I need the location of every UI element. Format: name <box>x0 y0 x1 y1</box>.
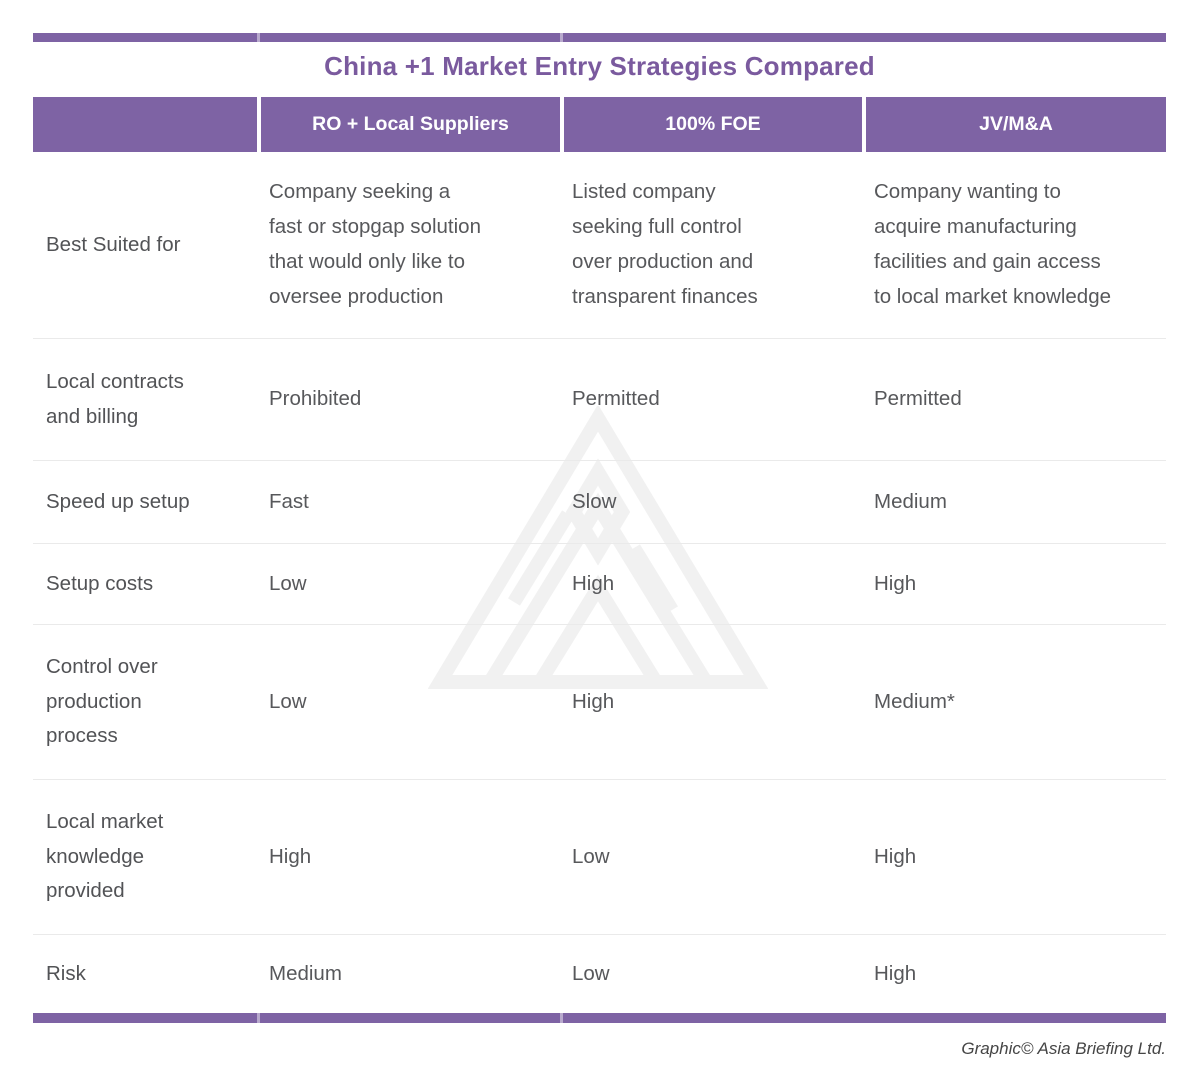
table-cell: Medium <box>269 961 342 985</box>
row-label: Setup costs <box>46 571 154 595</box>
header-cell-jv-ma: JV/M&A <box>866 97 1166 152</box>
row-label: Speed up setup <box>46 489 190 513</box>
table-row-control-over-production-process: Control over production process Low High… <box>33 625 1166 780</box>
row-label: Local market knowledge provided <box>46 809 164 903</box>
table-row-local-contracts-and-billing: Local contracts and billing Prohibited P… <box>33 339 1166 461</box>
table-cell: Listed company seeking full control over… <box>572 180 758 308</box>
table-row-best-suited-for: Best Suited for Company seeking a fast o… <box>33 152 1166 339</box>
row-label: Best Suited for <box>46 232 181 256</box>
table-body: Best Suited for Company seeking a fast o… <box>33 152 1166 1013</box>
table-cell: High <box>572 571 615 595</box>
table-cell: Low <box>269 571 307 595</box>
row-label: Local contracts and billing <box>46 369 184 428</box>
table-cell: Low <box>572 844 610 868</box>
table-row-local-market-knowledge-provided: Local market knowledge provided High Low… <box>33 780 1166 935</box>
table-cell: Medium <box>874 489 947 513</box>
table-cell: Low <box>269 689 307 713</box>
table-cell: Company wanting to acquire manufacturing… <box>874 180 1112 308</box>
top-accent-bar <box>33 33 1166 42</box>
table-cell: Company seeking a fast or stopgap soluti… <box>269 180 481 308</box>
table-row-risk: Risk Medium Low High <box>33 935 1166 1013</box>
table-row-setup-costs: Setup costs Low High High <box>33 544 1166 625</box>
bottom-accent-bar <box>33 1013 1166 1023</box>
table-cell: Fast <box>269 489 309 513</box>
table-cell: High <box>874 571 917 595</box>
header-cell-ro-local-suppliers: RO + Local Suppliers <box>261 97 560 152</box>
table-cell: High <box>269 844 312 868</box>
table-cell: High <box>572 689 615 713</box>
table-cell: Slow <box>572 489 617 513</box>
table-cell: Low <box>572 961 610 985</box>
bar-divider <box>560 33 563 42</box>
asia-briefing-logo-watermark-icon <box>428 406 768 689</box>
table-cell: High <box>874 961 917 985</box>
table-header-row: RO + Local Suppliers 100% FOE JV/M&A <box>33 97 1166 152</box>
header-cell-100-foe: 100% FOE <box>564 97 862 152</box>
page-title: China +1 Market Entry Strategies Compare… <box>324 51 875 81</box>
table-row-speed-up-setup: Speed up setup Fast Slow Medium <box>33 461 1166 544</box>
table-cell: High <box>874 844 917 868</box>
table-cell: Permitted <box>874 387 962 411</box>
bar-divider <box>560 1013 563 1023</box>
graphic-credit: Graphic© Asia Briefing Ltd. <box>961 1039 1166 1058</box>
bar-divider <box>257 1013 260 1023</box>
header-cell-empty <box>33 97 257 152</box>
table-cell: Permitted <box>572 387 660 411</box>
table-cell: Medium* <box>874 689 955 713</box>
row-label: Control over production process <box>46 654 158 748</box>
row-label: Risk <box>46 961 86 985</box>
table-cell: Prohibited <box>269 387 362 411</box>
bar-divider <box>257 33 260 42</box>
